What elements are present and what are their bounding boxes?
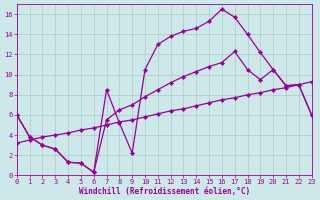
X-axis label: Windchill (Refroidissement éolien,°C): Windchill (Refroidissement éolien,°C): [79, 187, 250, 196]
